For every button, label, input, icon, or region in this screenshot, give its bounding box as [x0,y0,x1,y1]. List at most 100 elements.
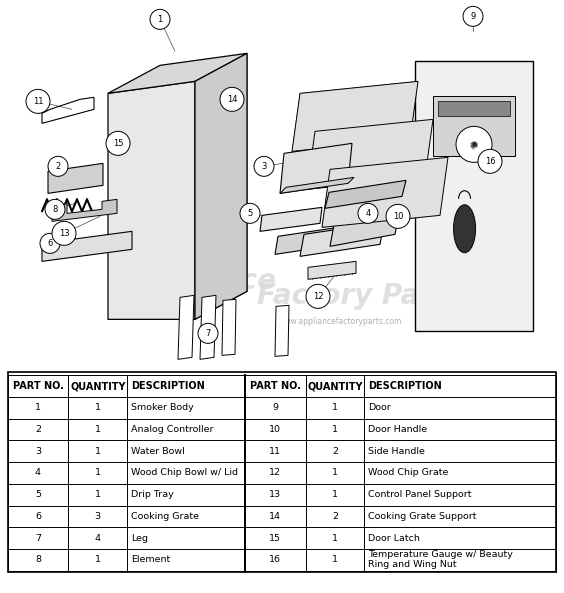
Circle shape [240,203,260,224]
Text: 14: 14 [227,95,237,104]
Polygon shape [330,196,402,246]
Polygon shape [280,144,352,193]
Text: 4: 4 [35,468,41,477]
Text: 12: 12 [269,468,281,477]
Text: 1: 1 [332,403,338,413]
Text: Drip Tray: Drip Tray [131,490,174,499]
Text: DESCRIPTION: DESCRIPTION [131,381,205,391]
Text: Door Latch: Door Latch [368,534,420,543]
Text: DESCRIPTION: DESCRIPTION [368,381,442,391]
Text: 1: 1 [95,468,101,477]
Text: Door: Door [368,403,391,413]
Text: 13: 13 [269,490,281,499]
Text: 1: 1 [332,534,338,543]
Text: PART NO.: PART NO. [12,381,63,391]
Circle shape [150,9,170,29]
Circle shape [40,234,60,253]
Text: 7: 7 [35,534,41,543]
Polygon shape [108,81,195,320]
Polygon shape [308,262,356,279]
Polygon shape [222,299,236,355]
Ellipse shape [453,205,475,253]
Text: Wood Chip Bowl w/ Lid: Wood Chip Bowl w/ Lid [131,468,238,477]
Polygon shape [275,224,358,254]
Text: Door Handle: Door Handle [368,425,428,434]
Text: www.appliancefactoryparts.com: www.appliancefactoryparts.com [278,317,402,326]
Circle shape [48,157,68,176]
Circle shape [52,221,76,246]
Polygon shape [195,53,247,320]
Polygon shape [260,208,322,231]
Text: 2: 2 [332,447,338,456]
Polygon shape [307,119,433,189]
Polygon shape [52,199,117,221]
Polygon shape [438,101,510,116]
Text: 1: 1 [157,15,162,24]
Polygon shape [300,222,384,256]
Text: 4: 4 [95,534,101,543]
Polygon shape [415,61,533,331]
Text: 1: 1 [35,403,41,413]
Polygon shape [322,157,448,227]
Text: Temperature Gauge w/ Beauty
Ring and Wing Nut: Temperature Gauge w/ Beauty Ring and Win… [368,550,513,569]
Text: 6: 6 [47,239,52,248]
Text: Cooking Grate: Cooking Grate [131,512,199,521]
Text: 11: 11 [269,447,281,456]
Text: 8: 8 [52,205,58,214]
Circle shape [478,149,502,173]
Polygon shape [108,53,247,93]
Circle shape [26,90,50,113]
Circle shape [386,205,410,228]
Text: Factory Parts: Factory Parts [257,282,463,310]
Text: 1: 1 [332,555,338,564]
Polygon shape [178,295,194,359]
Text: 15: 15 [113,139,124,148]
Text: 8: 8 [35,555,41,564]
Polygon shape [48,163,103,193]
Text: 1: 1 [332,490,338,499]
Text: 15: 15 [269,534,281,543]
Text: QUANTITY: QUANTITY [70,381,126,391]
Polygon shape [42,231,132,262]
Text: 1: 1 [95,403,101,413]
Polygon shape [108,291,247,320]
Text: 3: 3 [261,162,267,171]
Polygon shape [433,96,515,157]
Text: Wood Chip Grate: Wood Chip Grate [368,468,448,477]
Text: 16: 16 [269,555,281,564]
Circle shape [220,87,244,111]
Text: 5: 5 [35,490,41,499]
Text: Cooking Grate Support: Cooking Grate Support [368,512,477,521]
Text: 1: 1 [95,447,101,456]
Text: 4: 4 [365,209,371,218]
Text: Appliance: Appliance [123,267,277,295]
Circle shape [106,131,130,155]
Text: Smoker Body: Smoker Body [131,403,194,413]
Circle shape [358,203,378,224]
Text: 5: 5 [248,209,253,218]
Text: Side Handle: Side Handle [368,447,425,456]
Text: 2: 2 [55,162,60,171]
Polygon shape [275,305,289,356]
Polygon shape [292,81,418,151]
Text: Water Bowl: Water Bowl [131,447,185,456]
Circle shape [198,323,218,343]
Text: 1: 1 [95,490,101,499]
Text: Control Panel Support: Control Panel Support [368,490,472,499]
Text: Leg: Leg [131,534,148,543]
Text: 16: 16 [484,157,495,166]
Circle shape [456,126,492,162]
Circle shape [463,7,483,26]
Polygon shape [200,295,216,359]
Text: 1: 1 [95,425,101,434]
Polygon shape [280,177,354,193]
Text: 7: 7 [205,329,211,338]
Circle shape [254,157,274,176]
Text: 10: 10 [269,425,281,434]
Text: PART NO.: PART NO. [250,381,301,391]
Text: Analog Controller: Analog Controller [131,425,214,434]
Circle shape [306,285,330,308]
Text: 11: 11 [33,97,43,106]
Text: 12: 12 [313,292,323,301]
Text: Element: Element [131,555,170,564]
